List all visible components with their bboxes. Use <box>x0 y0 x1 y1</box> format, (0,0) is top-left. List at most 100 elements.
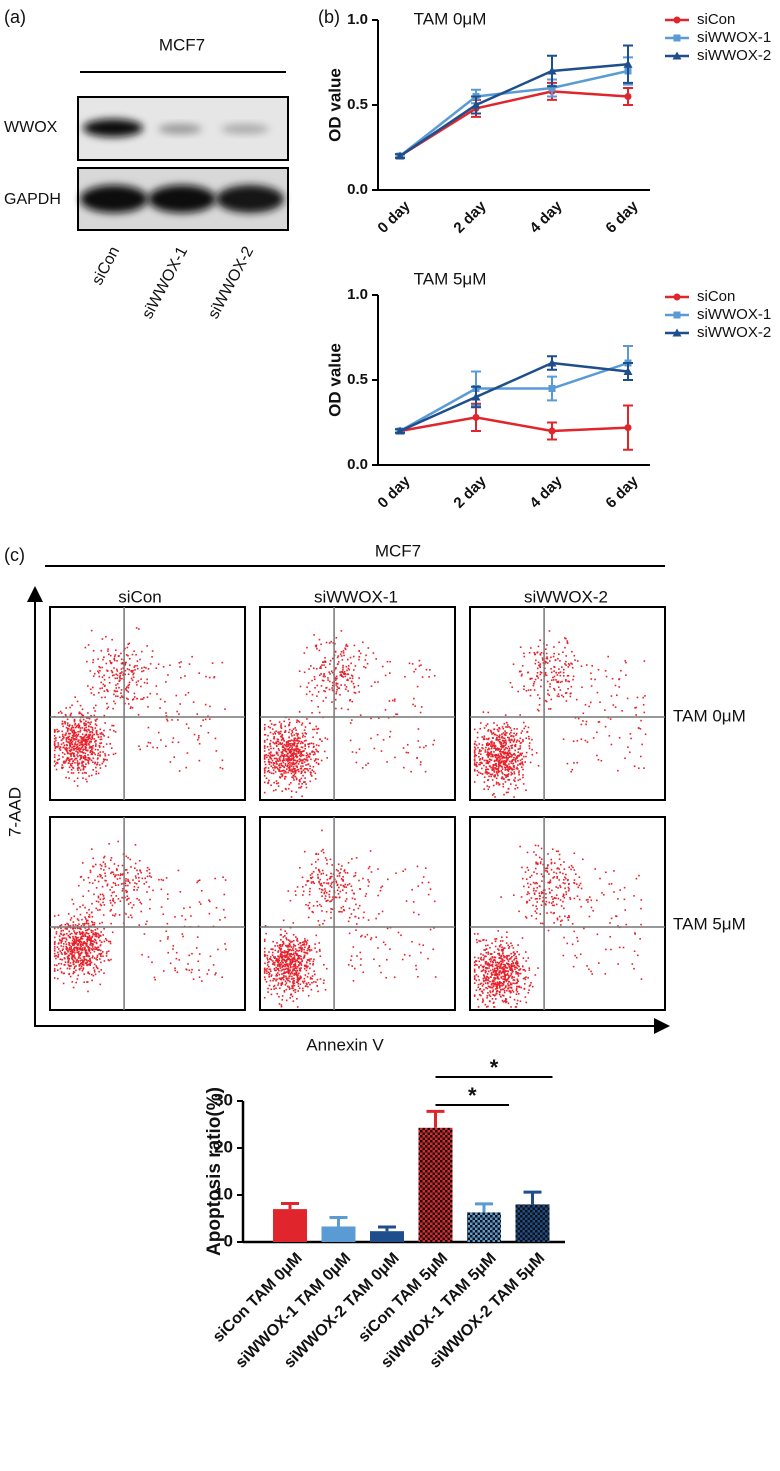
event-dot <box>75 946 77 948</box>
event-dot <box>117 690 119 692</box>
event-dot <box>273 762 275 764</box>
event-dot <box>68 759 70 761</box>
event-dot <box>55 747 57 749</box>
event-dot <box>82 960 84 962</box>
event-dot <box>85 724 87 726</box>
event-dot <box>499 742 501 744</box>
event-dot <box>558 653 560 655</box>
event-dot <box>72 951 74 953</box>
event-dot <box>293 934 295 936</box>
event-dot <box>511 754 513 756</box>
event-dot <box>130 914 132 916</box>
event-dot <box>513 740 515 742</box>
event-dot <box>108 843 110 845</box>
event-dot <box>269 756 271 758</box>
event-dot <box>208 732 210 734</box>
event-dot <box>138 714 140 716</box>
flow-row-label: TAM 5μM <box>673 914 746 933</box>
event-dot <box>556 674 558 676</box>
event-dot <box>309 963 311 965</box>
event-dot <box>537 651 539 653</box>
event-dot <box>54 735 56 737</box>
event-dot <box>78 723 80 725</box>
event-dot <box>281 960 283 962</box>
event-dot <box>488 776 490 778</box>
event-dot <box>132 654 134 656</box>
event-dot <box>528 992 530 994</box>
event-dot <box>105 636 107 638</box>
event-dot <box>309 768 311 770</box>
event-dot <box>495 734 497 736</box>
event-dot <box>309 984 311 986</box>
event-dot <box>577 660 579 662</box>
event-dot <box>289 784 291 786</box>
event-dot <box>313 634 315 636</box>
event-dot <box>480 722 482 724</box>
event-dot <box>568 915 570 917</box>
event-dot <box>86 731 88 733</box>
event-dot <box>103 861 105 863</box>
event-dot <box>72 937 74 939</box>
event-dot <box>279 721 281 723</box>
event-dot <box>121 659 123 661</box>
event-dot <box>121 663 123 665</box>
event-dot <box>312 964 314 966</box>
event-dot <box>264 963 266 965</box>
event-dot <box>558 672 560 674</box>
event-dot <box>197 880 199 882</box>
event-dot <box>131 678 133 680</box>
event-dot <box>511 747 513 749</box>
event-dot <box>374 681 376 683</box>
event-dot <box>288 767 290 769</box>
event-dot <box>111 747 113 749</box>
event-dot <box>149 875 151 877</box>
event-dot <box>373 652 375 654</box>
event-dot <box>73 971 75 973</box>
event-dot <box>323 852 325 854</box>
event-dot <box>494 796 496 798</box>
event-dot <box>338 893 340 895</box>
event-dot <box>309 781 311 783</box>
event-dot <box>61 953 63 955</box>
event-dot <box>164 701 166 703</box>
event-dot <box>298 944 300 946</box>
event-dot <box>319 712 321 714</box>
event-dot <box>88 736 90 738</box>
event-dot <box>137 887 139 889</box>
event-dot <box>491 774 493 776</box>
event-dot <box>73 755 75 757</box>
event-dot <box>61 933 63 935</box>
event-dot <box>297 749 299 751</box>
event-dot <box>624 660 626 662</box>
event-dot <box>61 723 63 725</box>
event-dot <box>634 765 636 767</box>
event-dot <box>298 961 300 963</box>
event-dot <box>293 738 295 740</box>
event-dot <box>301 795 303 797</box>
event-dot <box>499 751 501 753</box>
event-dot <box>327 879 329 881</box>
event-dot <box>639 938 641 940</box>
event-dot <box>301 724 303 726</box>
event-dot <box>61 731 63 733</box>
event-dot <box>280 736 282 738</box>
event-dot <box>486 952 488 954</box>
event-dot <box>201 890 203 892</box>
event-dot <box>305 740 307 742</box>
event-dot <box>108 950 110 952</box>
event-dot <box>420 764 422 766</box>
event-dot <box>495 756 497 758</box>
event-dot <box>509 740 511 742</box>
event-dot <box>566 640 568 642</box>
event-dot <box>526 690 528 692</box>
event-dot <box>300 956 302 958</box>
event-dot <box>342 906 344 908</box>
event-dot <box>375 936 377 938</box>
event-dot <box>285 763 287 765</box>
event-dot <box>91 912 93 914</box>
event-dot <box>264 940 266 942</box>
event-dot <box>394 757 396 759</box>
event-dot <box>527 672 529 674</box>
event-dot <box>577 740 579 742</box>
event-dot <box>558 693 560 695</box>
